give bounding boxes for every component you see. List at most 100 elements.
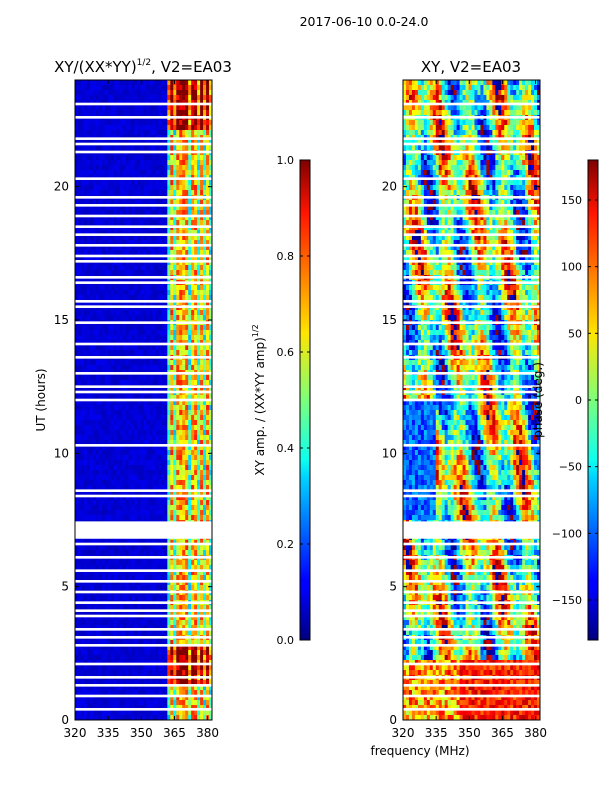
heatmap-cell — [206, 95, 210, 101]
heatmap-cell — [143, 430, 147, 436]
heatmap-cell — [122, 550, 127, 556]
heatmap-cell — [110, 560, 115, 566]
heatmap-cell — [128, 615, 132, 621]
heatmap-cell — [131, 375, 135, 381]
heatmap-cell — [182, 205, 186, 211]
heatmap-cell — [182, 95, 186, 101]
heatmap-cell — [104, 205, 109, 211]
heatmap-cell — [146, 165, 150, 171]
heatmap-cell — [182, 290, 186, 296]
heatmap-cell — [134, 615, 138, 621]
heatmap-cell — [152, 335, 156, 341]
heatmap-cell — [173, 240, 177, 246]
heatmap-cell — [75, 260, 79, 266]
heatmap-cell — [209, 235, 212, 241]
heatmap-cell — [107, 170, 112, 176]
heatmap-cell — [206, 255, 210, 261]
heatmap-cell — [98, 405, 103, 411]
heatmap-cell — [101, 200, 106, 206]
heatmap-cell — [107, 575, 112, 581]
heatmap-cell — [185, 575, 189, 581]
heatmap-cell — [113, 165, 118, 171]
heatmap-cell — [170, 255, 174, 261]
heatmap-cell — [75, 575, 79, 581]
heatmap-cell — [185, 560, 189, 566]
heatmap-cell — [98, 475, 103, 481]
heatmap-cell — [209, 515, 212, 521]
heatmap-cell — [176, 235, 180, 241]
heatmap-cell — [194, 445, 198, 451]
heatmap-cell — [176, 610, 180, 616]
heatmap-cell — [146, 460, 150, 466]
heatmap-cell — [191, 615, 195, 621]
heatmap-cell — [116, 270, 121, 276]
heatmap-cell — [197, 475, 201, 481]
heatmap-cell — [173, 495, 177, 501]
left-title-suffix: , V2=EA03 — [151, 58, 232, 76]
heatmap-cell — [200, 430, 204, 436]
heatmap-cell — [98, 190, 103, 196]
heatmap-cell — [200, 95, 204, 101]
heatmap-cell — [77, 560, 82, 566]
heatmap-cell — [131, 615, 135, 621]
heatmap-cell — [191, 445, 195, 451]
heatmap-cell — [203, 570, 207, 576]
heatmap-cell — [92, 490, 97, 496]
heatmap-cell — [89, 410, 94, 416]
heatmap-cell — [191, 425, 195, 431]
heatmap-cell — [176, 505, 180, 511]
heatmap-cell — [75, 500, 79, 506]
heatmap-cell — [110, 80, 115, 86]
heatmap-cell — [173, 165, 177, 171]
heatmap-cell — [116, 505, 121, 511]
heatmap-cell — [206, 380, 210, 386]
heatmap-cell — [146, 315, 150, 321]
heatmap-cell — [101, 190, 106, 196]
heatmap-cell — [152, 485, 156, 491]
heatmap-cell — [83, 295, 88, 301]
heatmap-cell — [158, 335, 162, 341]
heatmap-cell — [89, 610, 94, 616]
heatmap-cell — [75, 165, 79, 171]
heatmap-cell — [104, 330, 109, 336]
heatmap-cell — [92, 90, 97, 96]
heatmap-cell — [158, 180, 162, 186]
heatmap-cell — [113, 290, 118, 296]
heatmap-cell — [188, 350, 192, 356]
heatmap-cell — [155, 95, 159, 101]
heatmap-cell — [104, 420, 109, 426]
heatmap-cell — [176, 325, 180, 331]
heatmap-cell — [179, 430, 183, 436]
heatmap-cell — [170, 580, 174, 586]
heatmap-cell — [203, 240, 207, 246]
heatmap-cell — [86, 515, 91, 521]
left-heatmap — [75, 80, 212, 720]
heatmap-cell — [209, 420, 212, 426]
heatmap-cell — [80, 465, 85, 471]
heatmap-cell — [86, 395, 91, 401]
heatmap-cell — [140, 300, 144, 306]
heatmap-cell — [125, 610, 130, 616]
heatmap-cell — [155, 595, 159, 601]
heatmap-cell — [191, 90, 195, 96]
heatmap-cell — [152, 255, 156, 261]
heatmap-cell — [179, 335, 183, 341]
heatmap-cell — [176, 180, 180, 186]
heatmap-cell — [131, 450, 135, 456]
heatmap-cell — [83, 585, 88, 591]
heatmap-cell — [77, 345, 82, 351]
heatmap-cell — [152, 285, 156, 291]
heatmap-cell — [176, 220, 180, 226]
heatmap-cell — [125, 330, 130, 336]
heatmap-cell — [110, 480, 115, 486]
heatmap-cell — [143, 575, 147, 581]
heatmap-cell — [101, 505, 106, 511]
heatmap-cell — [173, 575, 177, 581]
heatmap-cell — [89, 350, 94, 356]
heatmap-cell — [167, 290, 171, 296]
heatmap-cell — [131, 110, 135, 116]
heatmap-cell — [119, 605, 124, 611]
heatmap-cell — [191, 325, 195, 331]
heatmap-cell — [140, 460, 144, 466]
heatmap-cell — [83, 345, 88, 351]
